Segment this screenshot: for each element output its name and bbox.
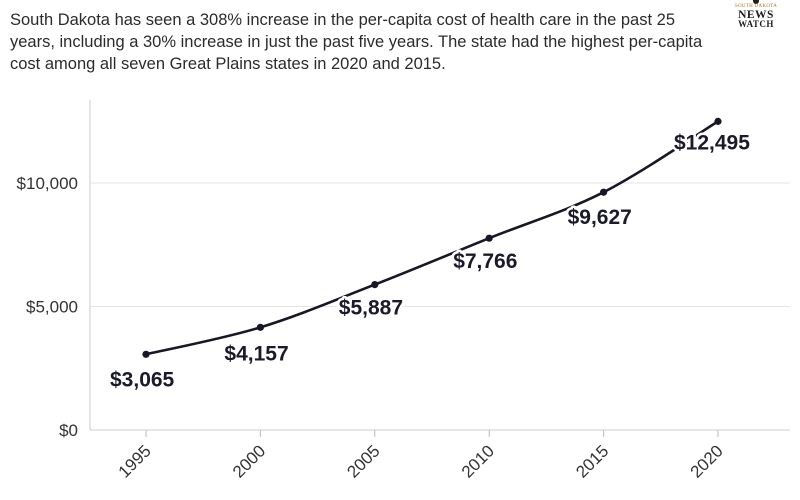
data-point (485, 234, 493, 242)
chart-subtitle: South Dakota has seen a 308% increase in… (10, 11, 703, 73)
data-point (256, 323, 264, 331)
series-line (144, 120, 720, 356)
data-point (142, 350, 150, 358)
data-label: $3,065 (110, 368, 175, 391)
data-point (371, 280, 379, 289)
data-point (600, 188, 608, 196)
data-label: $12,495 (674, 131, 750, 154)
y-tick-label: $10,000 (17, 174, 78, 193)
data-label: $5,887 (339, 297, 403, 320)
data-point-layer (142, 117, 722, 358)
x-tick-label: 2020 (687, 441, 727, 481)
news-watch-logo: SOUTH DAKOTA NEWS WATCH (726, 0, 786, 40)
x-tick-label: 1995 (115, 441, 155, 481)
grid-layer (89, 100, 790, 431)
y-axis: $0 $5,000 $10,000 (17, 174, 78, 440)
data-point (714, 117, 722, 125)
logo-text-news: NEWS (738, 9, 774, 21)
x-tick-label: 2010 (458, 441, 498, 481)
data-label: $4,157 (224, 342, 288, 365)
y-tick-label: $0 (59, 421, 78, 440)
data-label: $9,627 (568, 206, 632, 229)
y-tick-label: $5,000 (26, 298, 78, 317)
x-tick-label: 2005 (343, 441, 383, 481)
x-tick-label: 2000 (229, 441, 269, 481)
x-axis: 1995 2000 2005 2010 2015 2020 (115, 430, 727, 482)
logo-text-watch: WATCH (738, 19, 774, 29)
logo-mark-icon (753, 0, 759, 4)
logo-top-text: SOUTH DAKOTA (734, 4, 778, 9)
series-line-layer (144, 120, 720, 356)
data-label-layer: $3,065 $4,157 $5,887 $7,766 $9,627 $12,495 (108, 129, 753, 394)
data-label: $7,766 (453, 250, 517, 273)
x-tick-label: 2015 (572, 441, 612, 481)
